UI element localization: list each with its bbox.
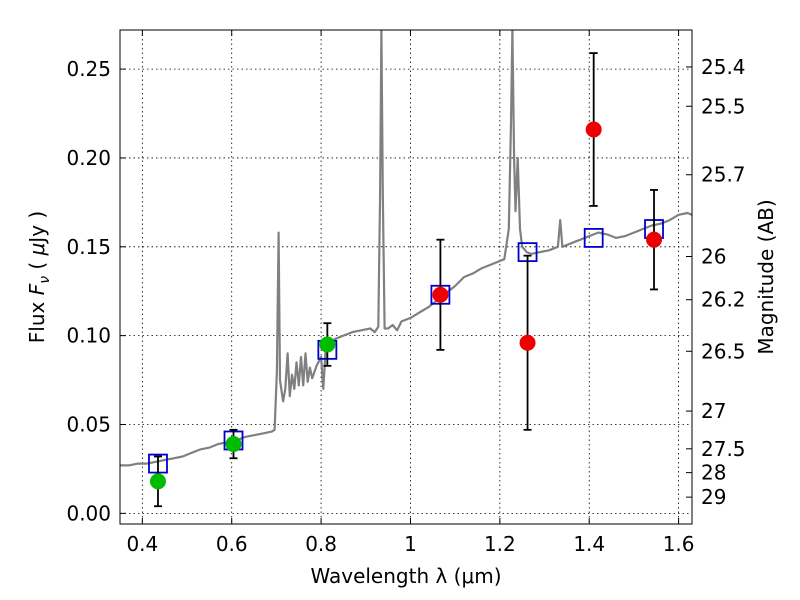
y-axis-label: Flux Fν ( μJy ) <box>25 211 53 343</box>
observed-photometry-point <box>646 231 663 248</box>
x-tick-label: 1 <box>404 532 417 556</box>
observed-photometry-point <box>432 286 449 303</box>
y-axis-label-part: ( <box>25 255 49 276</box>
axis-ticks: 0.4 0.6 0.8 1 1.2 1.4 1.6 0.00 0.05 0.10 0.15 0.20 0… <box>66 30 746 556</box>
y-axis-label-part: Jy ) <box>25 211 49 245</box>
y2-tick-label: 27.5 <box>701 437 746 461</box>
y-axis-label-part: Flux <box>25 295 49 343</box>
x-axis-label: Wavelength λ (μm) <box>310 564 501 588</box>
plot-data <box>120 30 692 508</box>
observed-photometry-point <box>319 336 336 353</box>
y2-tick-label: 29 <box>701 485 726 509</box>
y2-tick-label: 25.5 <box>701 94 746 118</box>
y-axis-label-symbol: F <box>25 283 49 295</box>
plot-frame <box>119 29 693 525</box>
y2-tick-label: 28 <box>701 461 726 485</box>
y-tick-label: 0.15 <box>66 235 111 259</box>
y-axis-label-subscript: ν <box>37 276 53 284</box>
x-tick-label: 0.8 <box>305 532 337 556</box>
y2-tick-label: 26.2 <box>701 288 746 312</box>
y-axis-label-mu: μ <box>25 243 49 257</box>
y-tick-label: 0.05 <box>66 412 111 436</box>
observed-photometry-point <box>585 121 602 138</box>
x-tick-label: 0.4 <box>126 532 158 556</box>
observed-photometry-point <box>519 334 536 351</box>
y2-tick-label: 25.7 <box>701 163 746 187</box>
y-tick-label: 0.00 <box>66 501 111 525</box>
y2-tick-label: 25.4 <box>701 55 746 79</box>
y2-tick-label: 27 <box>701 399 726 423</box>
x-tick-label: 1.4 <box>573 532 605 556</box>
x-tick-label: 0.6 <box>216 532 248 556</box>
grid <box>120 30 692 524</box>
spectrum-line <box>120 30 692 467</box>
observed-photometry-point <box>225 436 242 453</box>
observed-photometry-point <box>149 473 166 490</box>
y2-tick-label: 26.5 <box>701 339 746 363</box>
secondary-y-axis-label: Magnitude (AB) <box>754 199 778 354</box>
x-tick-label: 1.2 <box>484 532 516 556</box>
y2-tick-label: 26 <box>701 244 726 268</box>
y-tick-label: 0.10 <box>66 324 111 348</box>
y-tick-label: 0.25 <box>66 57 111 81</box>
model-photometry-point <box>583 228 604 248</box>
x-tick-label: 1.6 <box>663 532 695 556</box>
y-tick-label: 0.20 <box>66 146 111 170</box>
